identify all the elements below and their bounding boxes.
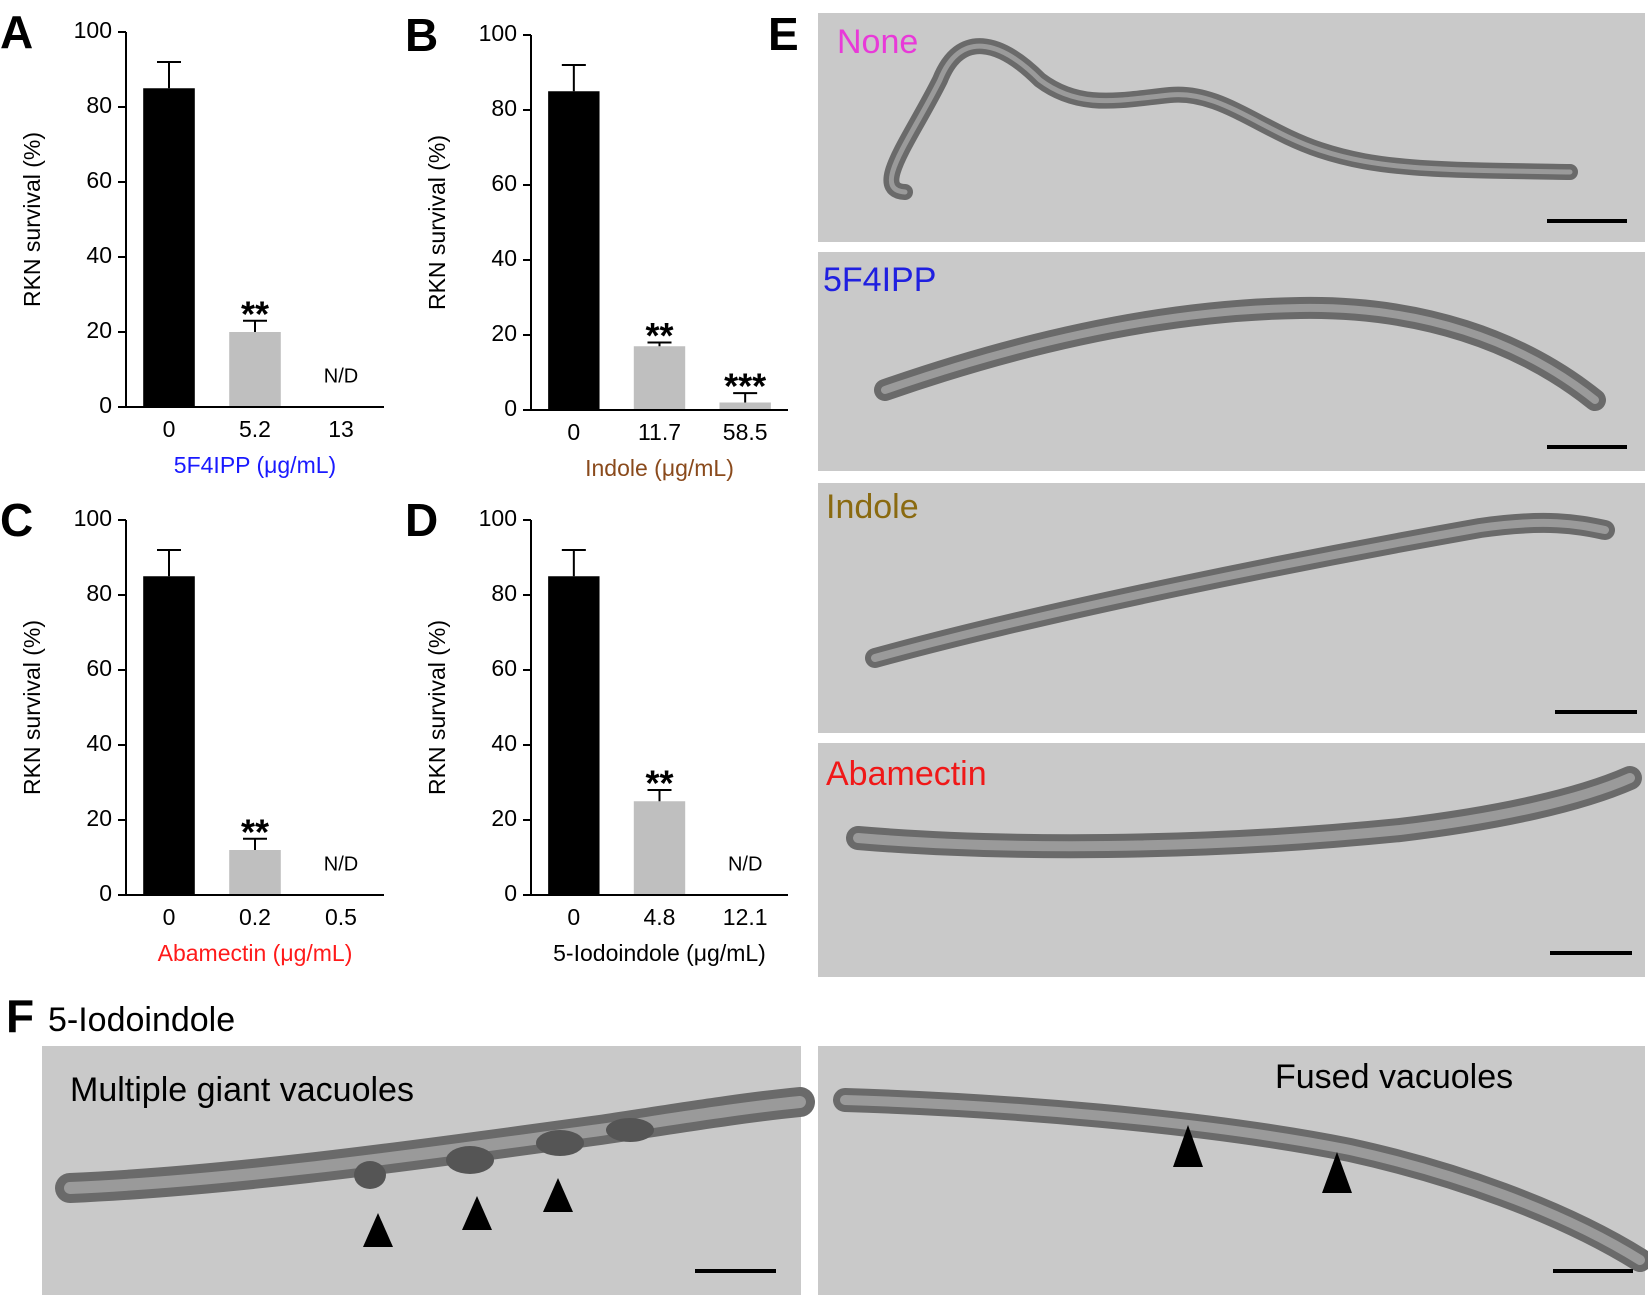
y-tick-label: 40 [491,245,517,271]
annotation: ** [241,293,269,334]
image-abamectin: Abamectin [818,743,1645,977]
x-tick-label: 12.1 [723,904,768,930]
annotation: *** [724,366,766,407]
image-none: None [818,13,1645,242]
bar [229,332,281,407]
x-axis-label: Abamectin (μg/mL) [158,940,353,966]
x-axis-label: 5-Iodoindole (μg/mL) [553,940,766,966]
bar-chart: C RKN survival (%) 0 20 40 60 80 100 0 0.2 ** 0.5 N/… [0,494,384,966]
y-tick-label: 20 [86,317,112,343]
y-tick-label: 0 [99,880,112,906]
y-axis-label: RKN survival (%) [19,620,45,795]
bar [143,576,195,895]
image-label: Fused vacuoles [1275,1058,1513,1096]
y-tick-label: 60 [86,167,112,193]
y-tick-label: 80 [86,92,112,118]
y-tick-label: 100 [74,505,112,531]
image-label: Abamectin [826,755,987,793]
panel-label: F [6,990,34,1042]
y-axis-label: RKN survival (%) [19,132,45,307]
panel-label: E [768,8,799,60]
image-label: None [837,23,918,61]
error-bar [733,392,758,403]
bar [719,402,771,410]
y-tick-label: 0 [504,395,517,421]
x-axis-label: 5F4IPP (μg/mL) [174,452,336,478]
y-tick-label: 40 [491,730,517,756]
error-bar [243,837,267,850]
y-tick-label: 0 [504,880,517,906]
y-tick-label: 100 [479,20,517,46]
y-tick-label: 80 [491,95,517,121]
image-indole: Indole [818,483,1645,733]
annotation: N/D [324,365,358,387]
x-tick-label: 0 [567,419,580,445]
y-tick-label: 100 [479,505,517,531]
x-tick-label: 0.5 [325,904,357,930]
annotation: N/D [324,853,358,875]
x-tick-label: 4.8 [644,904,676,930]
panel-label: B [405,9,438,61]
error-bar [157,61,181,89]
panel-label: D [405,494,438,546]
error-bar [243,319,267,332]
y-tick-label: 20 [491,805,517,831]
panel-label: C [0,494,33,546]
x-tick-label: 11.7 [638,419,681,445]
x-tick-label: 0.2 [239,904,271,930]
image-vacuoles-right: Fused vacuoles [818,1046,1648,1295]
x-tick-label: 13 [328,416,354,442]
x-tick-label: 5.2 [239,416,271,442]
y-tick-label: 60 [491,170,517,196]
error-bar [647,789,672,802]
bar [229,850,281,895]
bar-chart: D RKN survival (%) 0 20 40 60 80 100 0 4.8 ** 12.1 N… [405,494,788,966]
x-tick-label: 0 [163,904,176,930]
y-axis-label: RKN survival (%) [424,620,450,795]
y-tick-label: 40 [86,242,112,268]
bar-chart: A RKN survival (%) 0 20 40 60 80 100 0 5.2 ** 13 N/D… [0,6,384,478]
bar-chart: B RKN survival (%) 0 20 40 60 80 100 0 11.7 ** 58.5… [405,9,788,481]
image-label: Indole [826,488,919,526]
panel-title: 5-Iodoindole [48,1001,235,1039]
x-tick-label: 0 [163,416,176,442]
error-bar [561,549,586,577]
annotation: ** [241,811,269,852]
bar [548,576,600,895]
panel-label: A [0,6,33,58]
y-tick-label: 40 [86,730,112,756]
image-5f4ipp: 5F4IPP [818,252,1645,471]
image-vacuoles-left: Multiple giant vacuoles [42,1046,815,1295]
error-bar [647,341,672,347]
image-label: Multiple giant vacuoles [70,1071,414,1109]
y-tick-label: 100 [74,17,112,43]
y-tick-label: 80 [86,580,112,606]
annotation: N/D [728,853,762,875]
y-tick-label: 20 [491,320,517,346]
x-tick-label: 0 [567,904,580,930]
bar [548,91,600,410]
y-tick-label: 0 [99,392,112,418]
x-tick-label: 58.5 [723,419,768,445]
error-bar [157,549,181,577]
y-tick-label: 60 [86,655,112,681]
x-axis-label: Indole (μg/mL) [585,455,734,481]
annotation: ** [645,315,673,356]
y-tick-label: 60 [491,655,517,681]
bar [143,88,195,407]
image-label: 5F4IPP [823,261,936,299]
y-tick-label: 20 [86,805,112,831]
bar [633,346,686,410]
bar [633,801,686,895]
y-axis-label: RKN survival (%) [424,135,450,310]
error-bar [561,64,586,92]
y-tick-label: 80 [491,580,517,606]
annotation: ** [645,763,673,804]
